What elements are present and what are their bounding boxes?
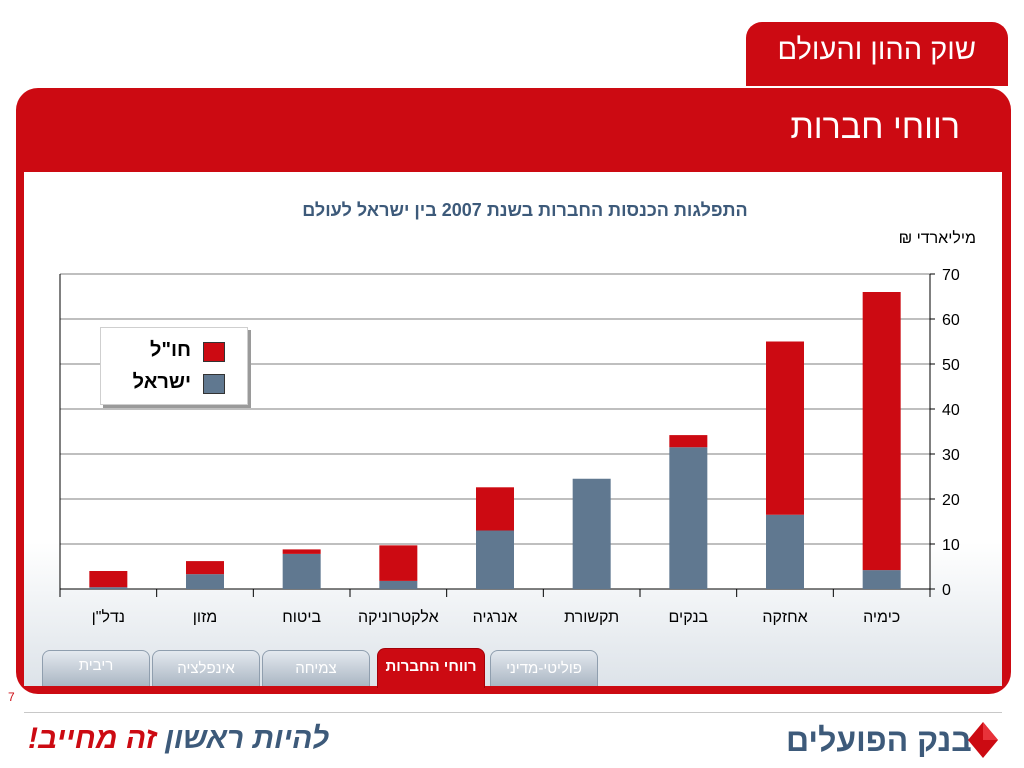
bar-israel: [862, 570, 901, 589]
x-tick-label: אחזקה: [762, 609, 807, 626]
y-tick-label: 60: [942, 312, 960, 329]
x-tick-label: אלקטרוניקה: [358, 608, 439, 626]
legend-swatch-israel: [203, 374, 225, 394]
legend-label-abroad: חו"ל: [150, 339, 191, 361]
bar-israel: [476, 530, 514, 589]
legend-label-israel: ישראל: [132, 371, 191, 393]
slogan: להיות ראשון זה מחייב!: [28, 722, 329, 756]
chart-legend: חו"ל ישראל: [100, 327, 248, 405]
page-number: 7: [8, 690, 15, 704]
y-axis-unit-label: מיליארדי ₪: [898, 230, 976, 247]
tab-growth[interactable]: צמיחה: [262, 650, 370, 686]
chart-title: התפלגות הכנסות החברות בשנת 2007 בין ישרא…: [302, 200, 748, 220]
bar-abroad: [379, 545, 418, 581]
y-tick-label: 10: [942, 537, 960, 554]
y-tick-label: 0: [942, 582, 951, 599]
bar-abroad: [89, 571, 128, 588]
legend-item-abroad: חו"ל: [101, 338, 247, 366]
bank-logo-text: בנק הפועלים: [786, 722, 972, 758]
x-tick-label: מזון: [193, 609, 217, 626]
y-tick-label: 20: [942, 492, 960, 509]
bar-abroad: [282, 549, 321, 554]
bar-abroad: [476, 487, 514, 531]
slogan-part-1: להיות ראשון: [156, 722, 329, 755]
legend-item-israel: ישראל: [101, 370, 247, 398]
x-tick-label: ביטוח: [282, 609, 321, 626]
y-tick-label: 70: [942, 267, 960, 284]
bar-israel: [89, 587, 128, 589]
bar-israel: [282, 553, 321, 589]
bar-abroad: [669, 435, 708, 448]
slogan-part-2: זה מחייב!: [28, 722, 157, 755]
bar-abroad: [186, 561, 224, 575]
bar-israel: [669, 447, 708, 589]
y-tick-label: 50: [942, 357, 960, 374]
bar-abroad: [766, 341, 804, 515]
tab-inflation[interactable]: אינפלציה: [152, 650, 260, 686]
x-tick-label: תקשורת: [564, 609, 619, 626]
section-tab: שוק ההון והעולם: [746, 22, 1008, 86]
footer-divider: [24, 712, 1002, 713]
tab-political[interactable]: פוליטי-מדיני: [490, 650, 598, 686]
tab-corporate-profits[interactable]: רווחי החברות: [377, 648, 485, 688]
tab-interest[interactable]: ריבית: [42, 650, 150, 686]
bar-israel: [186, 574, 224, 589]
bar-israel: [379, 580, 418, 589]
bar-israel: [766, 514, 804, 589]
bar-israel: [572, 478, 611, 589]
legend-swatch-abroad: [203, 342, 225, 362]
slide-title: רווחי חברות: [790, 108, 960, 146]
x-tick-label: בנקים: [669, 609, 709, 626]
y-tick-label: 40: [942, 402, 960, 419]
y-tick-label: 30: [942, 447, 960, 464]
x-tick-label: אנרגיה: [473, 609, 518, 626]
x-tick-label: כימיה: [863, 609, 900, 626]
bank-logo-icon: [968, 722, 998, 758]
x-tick-label: נדל"ן: [92, 608, 125, 626]
bar-abroad: [862, 292, 901, 571]
